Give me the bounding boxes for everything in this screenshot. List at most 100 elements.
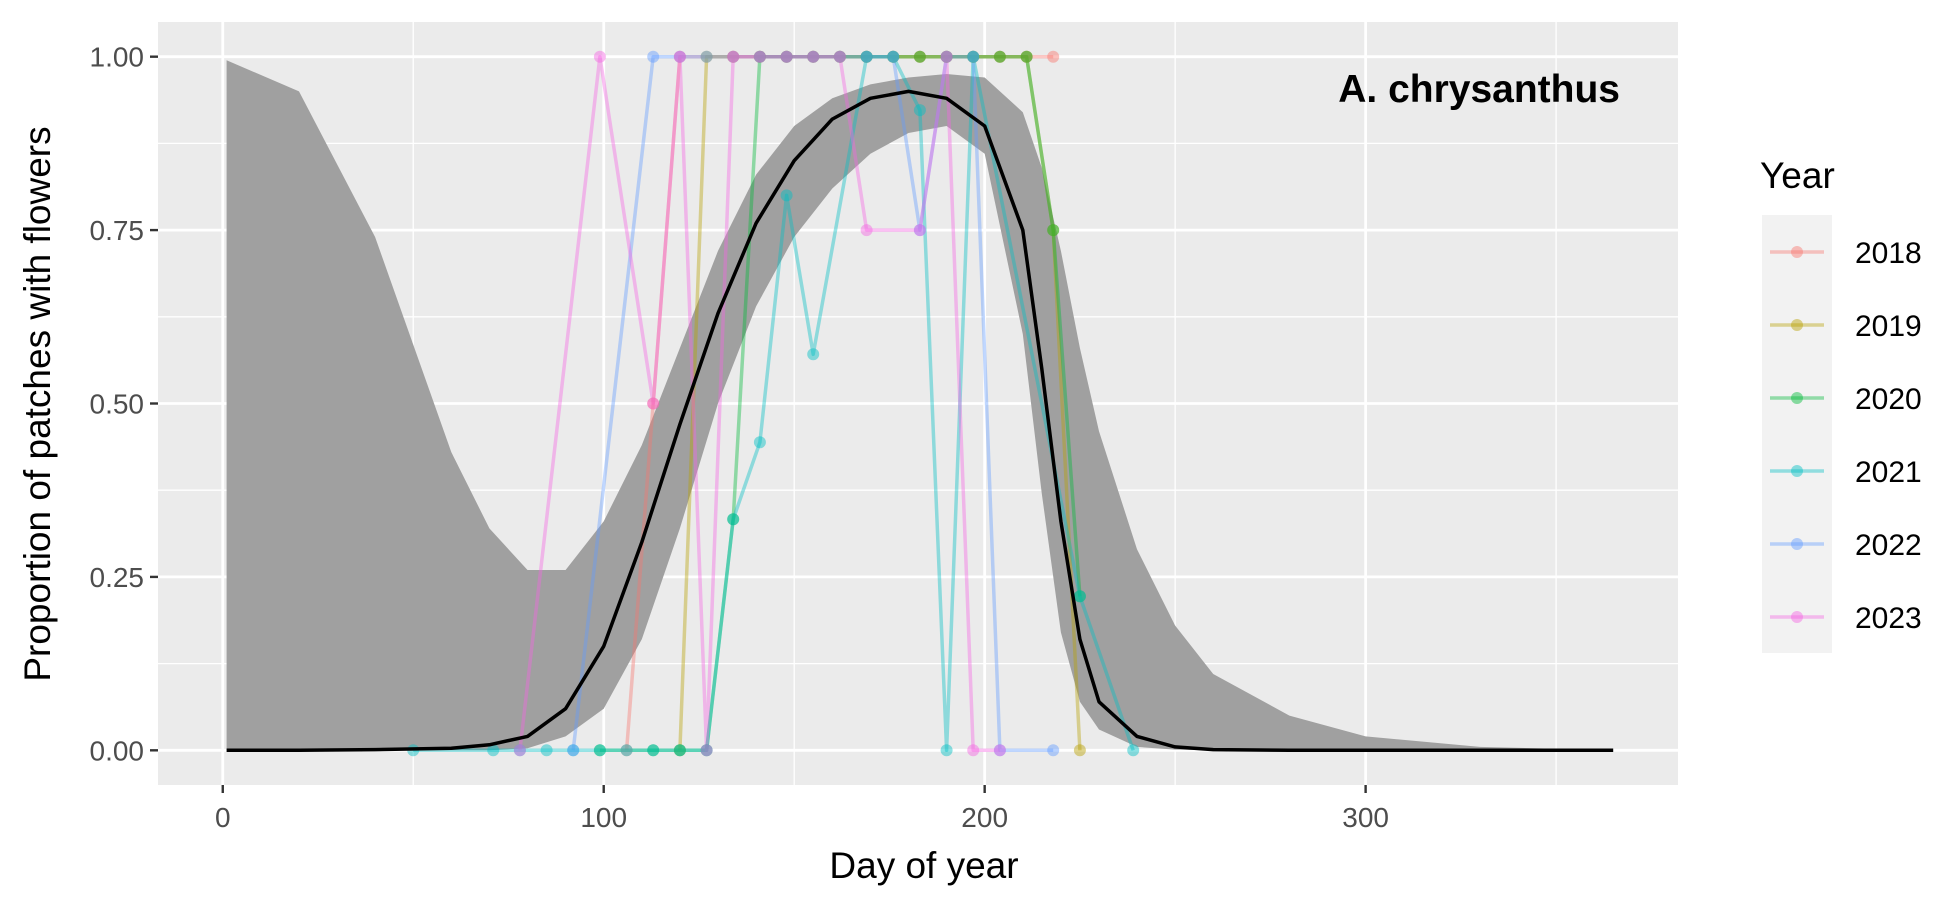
data-point-2021	[753, 436, 766, 449]
series-line-2018	[624, 54, 1054, 751]
data-point-2019	[887, 50, 900, 63]
data-point-2020	[727, 513, 740, 526]
data-point-2019	[940, 50, 953, 63]
legend-label-2019: 2019	[1855, 310, 1922, 343]
data-point-2020	[1047, 224, 1060, 237]
data-point-2022	[700, 50, 713, 63]
data-point-2021	[807, 348, 820, 361]
data-point-2019	[833, 50, 846, 63]
data-point-2019	[967, 50, 980, 63]
data-point-2022	[673, 50, 686, 63]
data-point-2020	[1073, 590, 1086, 603]
data-point-2023	[673, 50, 686, 63]
legend-label-2022: 2022	[1855, 529, 1922, 562]
data-point-2020	[887, 50, 900, 63]
data-point-2022	[913, 224, 926, 237]
data-point-2022	[727, 50, 740, 63]
data-point-2021	[487, 744, 500, 757]
legend-key-point-2018	[1791, 246, 1803, 258]
data-point-2021	[913, 104, 926, 117]
data-point-2020	[967, 50, 980, 63]
axis-ticks	[150, 55, 1367, 793]
data-point-2020	[673, 744, 686, 757]
data-point-2022	[780, 50, 793, 63]
data-point-2020	[1020, 50, 1033, 63]
data-point-2022	[887, 50, 900, 63]
data-point-2018	[940, 50, 953, 63]
x-tick-label: 200	[961, 802, 1008, 833]
data-point-2022	[833, 50, 846, 63]
data-point-2023	[780, 50, 793, 63]
confidence-band	[226, 60, 1614, 751]
legend-key-point-2020	[1791, 392, 1803, 404]
data-point-2022	[753, 50, 766, 63]
data-point-2018	[780, 50, 793, 63]
data-point-2019	[860, 50, 873, 63]
data-point-2021	[540, 744, 553, 757]
data-point-2021	[1073, 590, 1086, 603]
data-point-2018	[913, 50, 926, 63]
data-point-2023	[860, 224, 873, 237]
data-point-2020	[753, 50, 766, 63]
data-point-2022	[647, 50, 660, 63]
data-point-2018	[807, 50, 820, 63]
data-point-2018	[647, 397, 660, 410]
data-point-2019	[1020, 50, 1033, 63]
data-point-2019	[1047, 224, 1060, 237]
data-point-2018	[753, 50, 766, 63]
legend-key-point-2022	[1791, 538, 1803, 550]
data-point-2021	[593, 744, 606, 757]
legend-key-point-2019	[1791, 319, 1803, 331]
data-point-2022	[967, 50, 980, 63]
data-point-2021	[647, 744, 660, 757]
data-point-2022	[993, 744, 1006, 757]
data-point-2023	[513, 744, 526, 757]
data-point-2023	[647, 397, 660, 410]
data-point-2021	[727, 513, 740, 526]
data-point-2023	[727, 50, 740, 63]
y-tick-label: 0.00	[90, 735, 145, 766]
data-point-2018	[887, 50, 900, 63]
legend-key-point-2023	[1791, 611, 1803, 623]
y-tick-label: 0.75	[90, 215, 145, 246]
y-tick-label: 1.00	[90, 42, 145, 73]
x-tick-label: 100	[580, 802, 627, 833]
data-point-2023	[593, 50, 606, 63]
legend-label-2018: 2018	[1855, 237, 1922, 270]
series-line-2021	[413, 54, 1135, 753]
data-point-2021	[513, 744, 526, 757]
data-point-2023	[700, 744, 713, 757]
x-tick-label: 300	[1342, 802, 1389, 833]
series-line-2020	[599, 54, 1082, 753]
series-line-2019	[678, 54, 1082, 751]
y-tick-labels: 0.00 0.25 0.50 0.75 1.00	[90, 42, 145, 767]
data-point-2021	[673, 744, 686, 757]
data-point-2023	[940, 50, 953, 63]
x-axis-title: Day of year	[829, 845, 1018, 886]
x-tick-labels: 0 100 200 300	[215, 802, 1389, 833]
data-point-2021	[967, 50, 980, 63]
data-point-2019	[700, 50, 713, 63]
data-point-2019	[807, 50, 820, 63]
data-point-2019	[913, 50, 926, 63]
data-point-2018	[993, 50, 1006, 63]
panel-annotation: A. chrysanthus	[1338, 68, 1620, 111]
legend-items: 2018 2019 2020 2021 2022 2023	[1770, 237, 1922, 635]
data-point-2020	[860, 50, 873, 63]
data-point-2020	[940, 50, 953, 63]
series-line-2023	[518, 54, 1000, 753]
data-point-2022	[1047, 744, 1060, 757]
data-point-2021	[860, 50, 873, 63]
data-point-2021	[887, 50, 900, 63]
data-point-2023	[807, 50, 820, 63]
x-tick-label: 0	[215, 802, 231, 833]
data-point-2019	[673, 744, 686, 757]
legend: Year 2018 2019 2020 2021 2022 2023	[1760, 155, 1922, 653]
data-point-2018	[727, 50, 740, 63]
data-point-2018	[967, 50, 980, 63]
legend-key-background	[1762, 215, 1832, 653]
y-tick-label: 0.50	[90, 389, 145, 420]
data-point-2021	[1127, 744, 1140, 757]
data-point-2022	[860, 50, 873, 63]
data-point-2020	[700, 744, 713, 757]
